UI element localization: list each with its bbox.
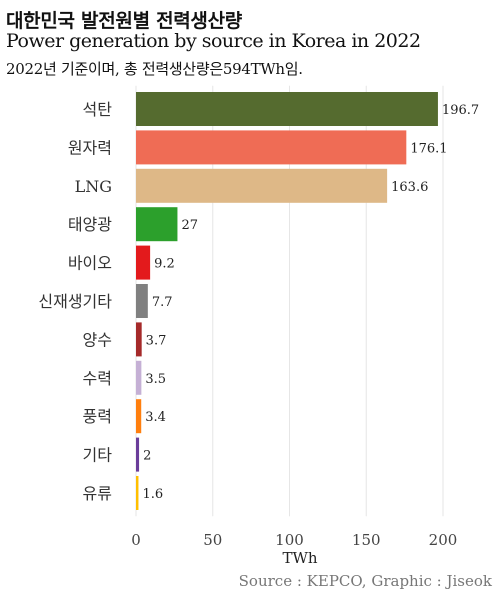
bar [136,437,140,472]
bar [136,130,407,165]
category-label: 태양광 [68,215,112,234]
bar [136,476,139,510]
bar [136,245,151,280]
bar [136,284,148,318]
x-tick-labels: 0 50 100 150 200 [131,531,457,549]
chart-subtitle: Power generation by source in Korea in 2… [6,30,421,52]
bar [136,322,142,357]
value-labels: 196.7 176.1 163.6 27 9.2 7.7 3.7 3.5 3.4 2 1.6 [142,103,479,502]
bar [136,168,388,203]
source-credit: Source : KEPCO, Graphic : Jiseok [238,572,492,590]
x-tick-label: 0 [131,531,141,549]
x-tick-label: 100 [275,531,304,549]
value-label: 1.6 [142,487,163,502]
bar [136,92,438,126]
x-tick-label: 50 [203,531,222,549]
value-label: 3.5 [145,372,166,387]
value-label: 196.7 [442,103,479,118]
bars [136,92,438,510]
chart-title: 대한민국 발전원별 전력생산량 [6,10,242,32]
category-label: 석탄 [83,100,113,119]
value-label: 3.4 [145,410,166,425]
category-label: 바이오 [68,254,112,273]
category-label: 신재생기타 [38,292,112,311]
bar [136,360,142,395]
category-label: LNG [75,177,112,196]
x-axis-label: TWh [282,549,317,567]
bar [136,399,142,434]
category-label: 풍력 [83,407,112,426]
bar [136,207,178,242]
value-label: 2 [143,449,151,464]
value-label: 176.1 [410,141,447,156]
category-label: 원자력 [68,138,112,157]
value-label: 27 [181,218,198,233]
value-label: 9.2 [154,257,175,272]
category-label: 유류 [83,484,112,503]
category-label: 기타 [83,446,113,465]
x-tick-label: 200 [429,531,458,549]
chart-caption: 2022년 기준이며, 총 전력생산량은594TWh임. [6,60,303,78]
value-label: 7.7 [152,295,173,310]
category-label: 양수 [83,330,112,349]
value-label: 163.6 [391,180,428,195]
x-tick-label: 150 [352,531,381,549]
value-label: 3.7 [146,333,167,348]
category-label: 수력 [83,369,112,388]
